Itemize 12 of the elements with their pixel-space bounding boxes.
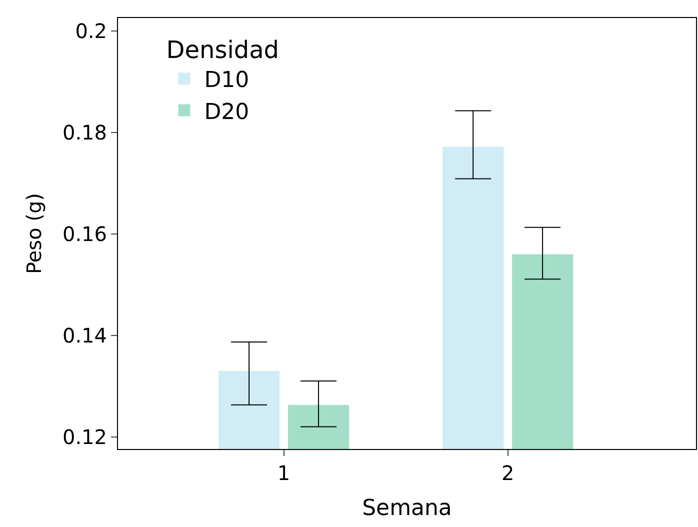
legend-title: Densidad [166, 36, 280, 64]
y-tick-label: 0.14 [62, 323, 107, 348]
y-tick-label: 0.2 [75, 19, 107, 44]
y-axis-title: Peso (g) [22, 193, 46, 274]
y-tick-label: 0.18 [62, 120, 107, 145]
x-axis-title: Semana [362, 496, 452, 521]
legend-label: D10 [204, 68, 250, 94]
y-tick-label: 0.12 [62, 424, 107, 449]
x-tick-label: 2 [501, 461, 514, 485]
legend-label: D20 [204, 100, 250, 125]
x-tick-label: 1 [277, 461, 290, 485]
y-tick-label: 0.16 [62, 222, 107, 246]
